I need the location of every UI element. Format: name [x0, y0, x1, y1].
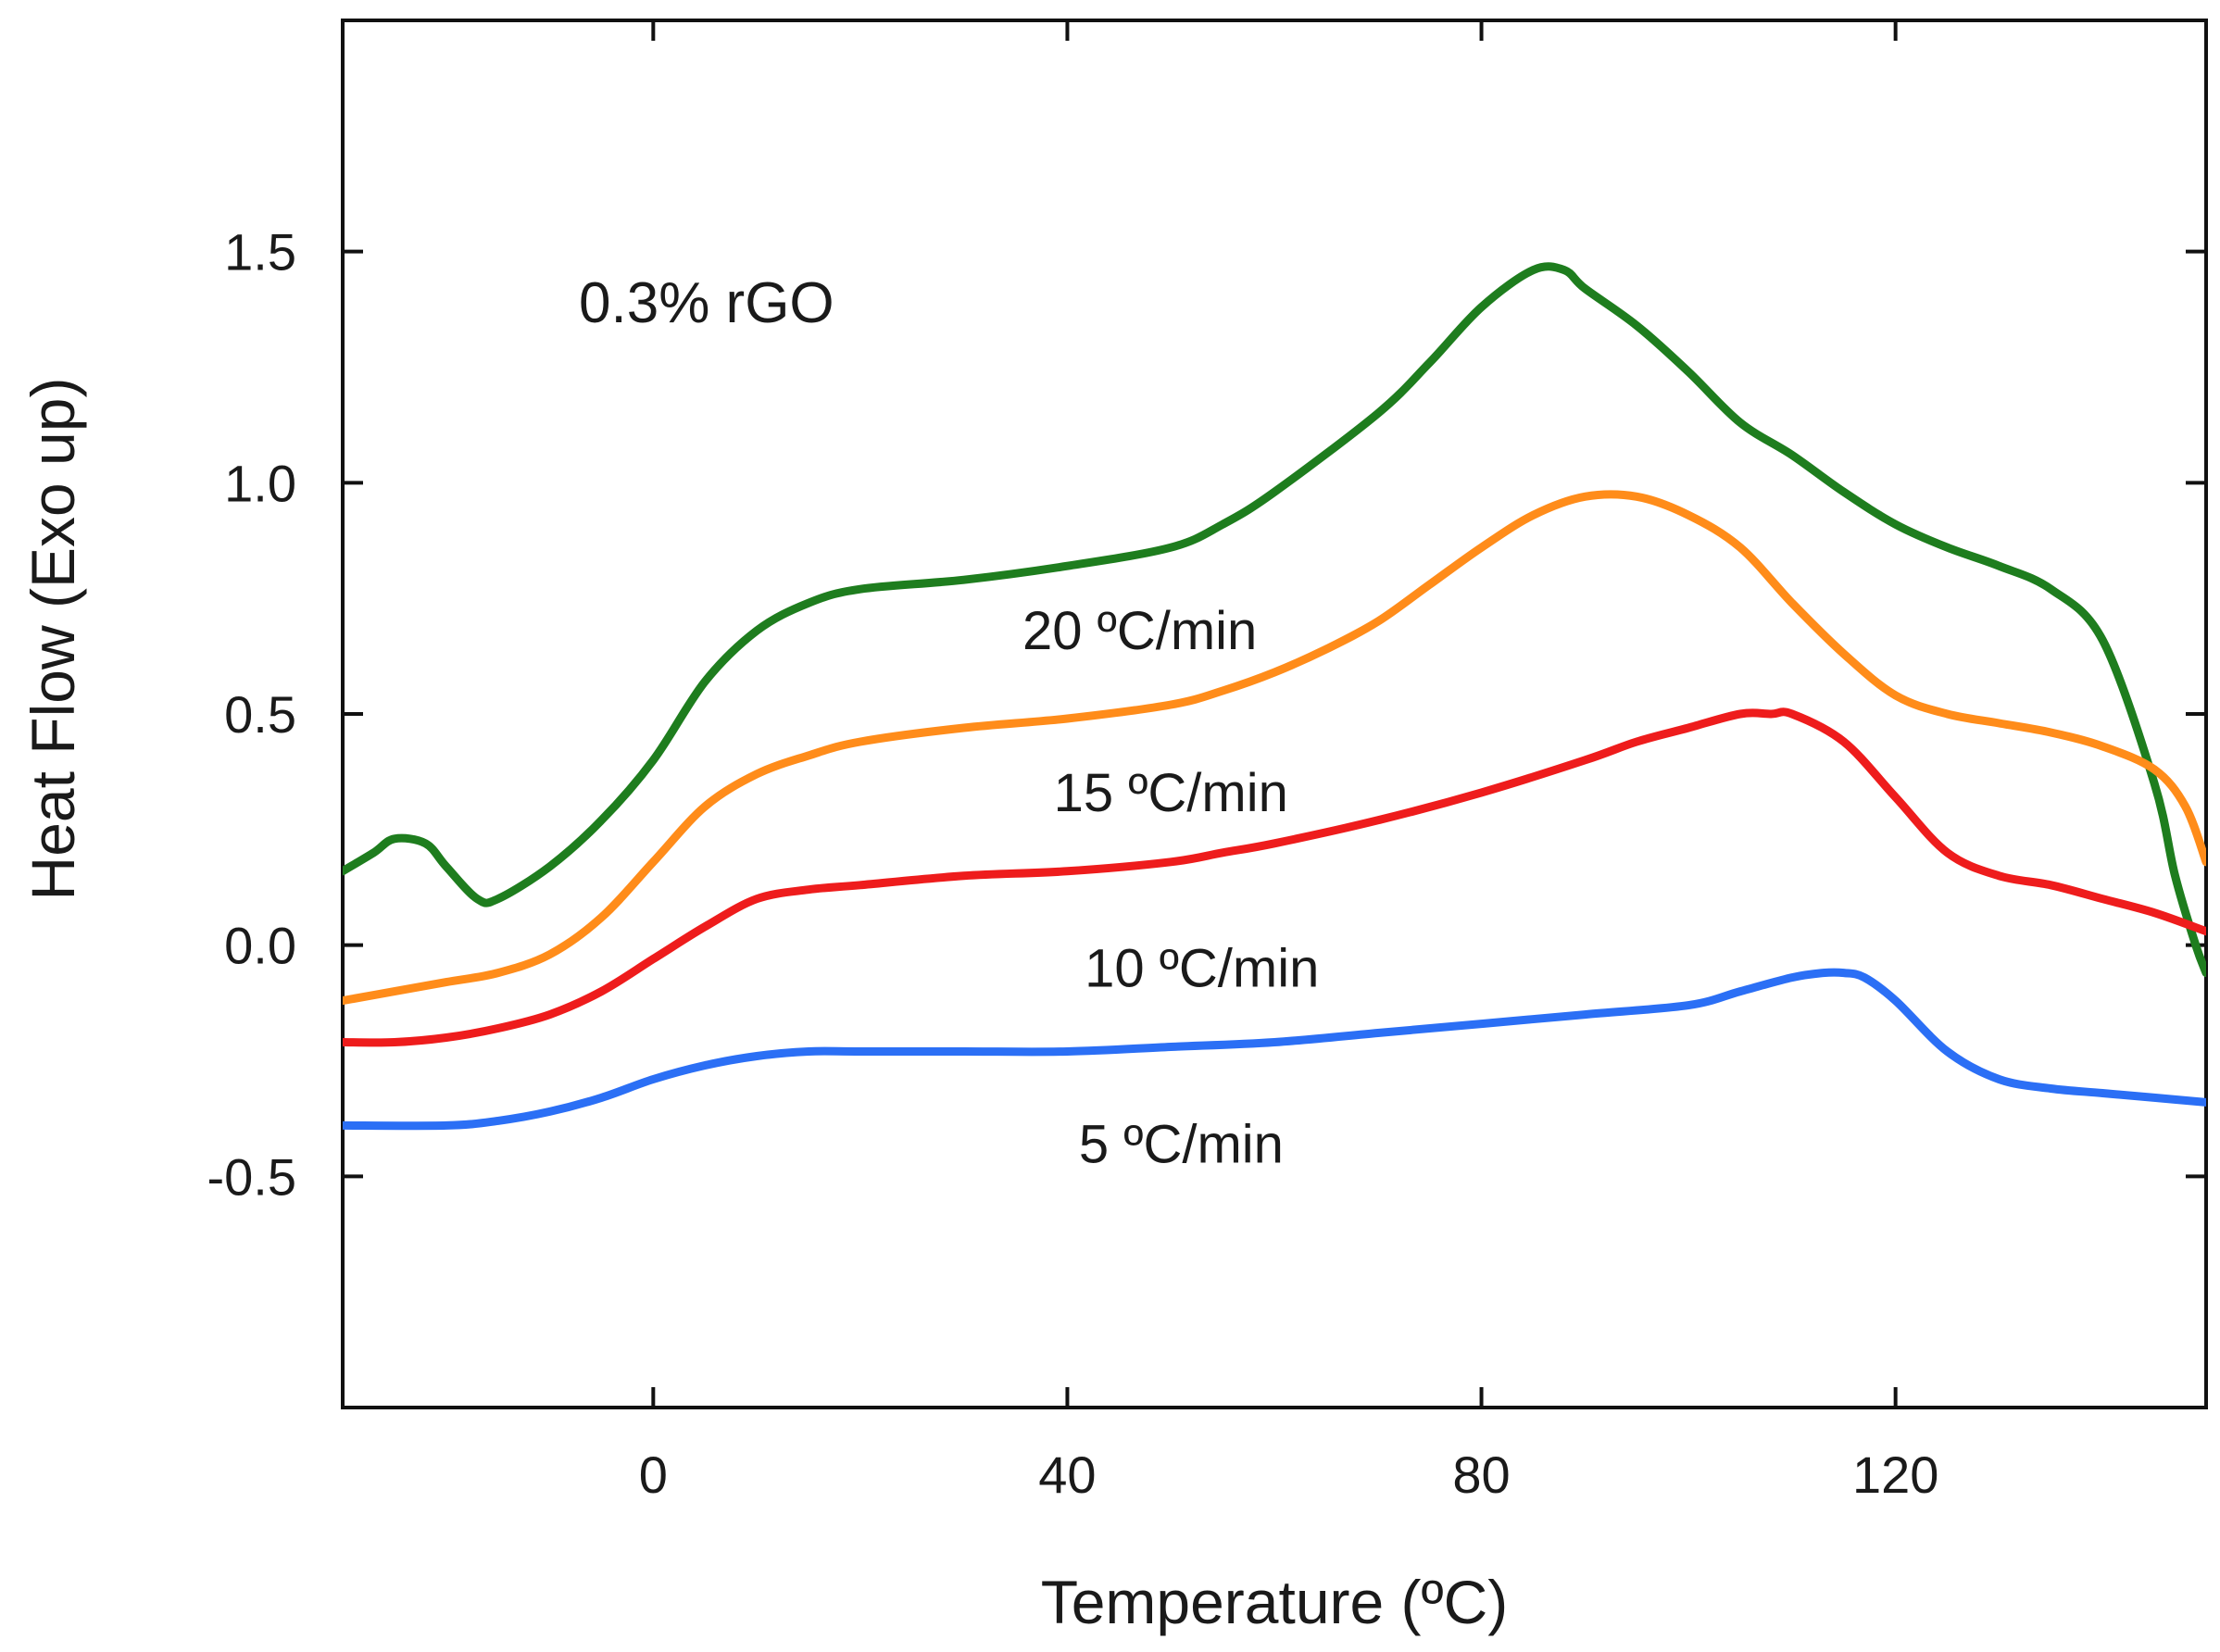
series-line-3 — [343, 968, 2206, 1131]
series-label-3: 5 ºC/min — [1079, 1114, 1284, 1174]
series-lines — [343, 262, 2206, 1131]
x-tick-label: 120 — [1852, 1446, 1938, 1504]
series-label-2: 10 ºC/min — [1085, 939, 1319, 999]
series-line-0 — [343, 262, 2206, 978]
series-line-1 — [343, 490, 2206, 1006]
x-tick-label: 80 — [1452, 1446, 1510, 1504]
y-axis-title: Heat Flow (Exo up) — [19, 378, 87, 901]
series-label-0: 20 ºC/min — [1022, 601, 1257, 661]
y-tick-label: 0.0 — [224, 917, 296, 975]
y-tick-label: 1.0 — [224, 454, 296, 512]
x-tick-label: 0 — [639, 1446, 668, 1504]
y-tick-label: 0.5 — [224, 685, 296, 744]
chart-annotation: 0.3% rGO — [579, 271, 834, 335]
axis-tick-labels: 0 40 80 120 -0.5 0.0 0.5 1.0 1.5 — [207, 223, 1939, 1504]
y-tick-label: 1.5 — [224, 223, 296, 282]
series-line-2 — [343, 707, 2206, 1047]
series-label-1: 15 ºC/min — [1054, 763, 1288, 823]
x-axis-title: Temperature (ºC) — [1041, 1568, 1509, 1636]
series-labels: 20 ºC/min 15 ºC/min 10 ºC/min 5 ºC/min — [1022, 601, 1319, 1174]
x-tick-label: 40 — [1038, 1446, 1096, 1504]
axis-ticks — [343, 20, 2206, 1408]
plot-frame — [341, 19, 2208, 1409]
y-tick-label: -0.5 — [207, 1147, 297, 1206]
